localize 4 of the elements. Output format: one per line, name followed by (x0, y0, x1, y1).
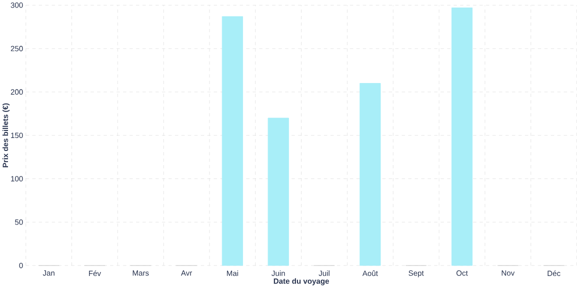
bar (360, 83, 381, 266)
bar (451, 8, 473, 266)
bar (268, 118, 289, 266)
bar (222, 16, 243, 266)
